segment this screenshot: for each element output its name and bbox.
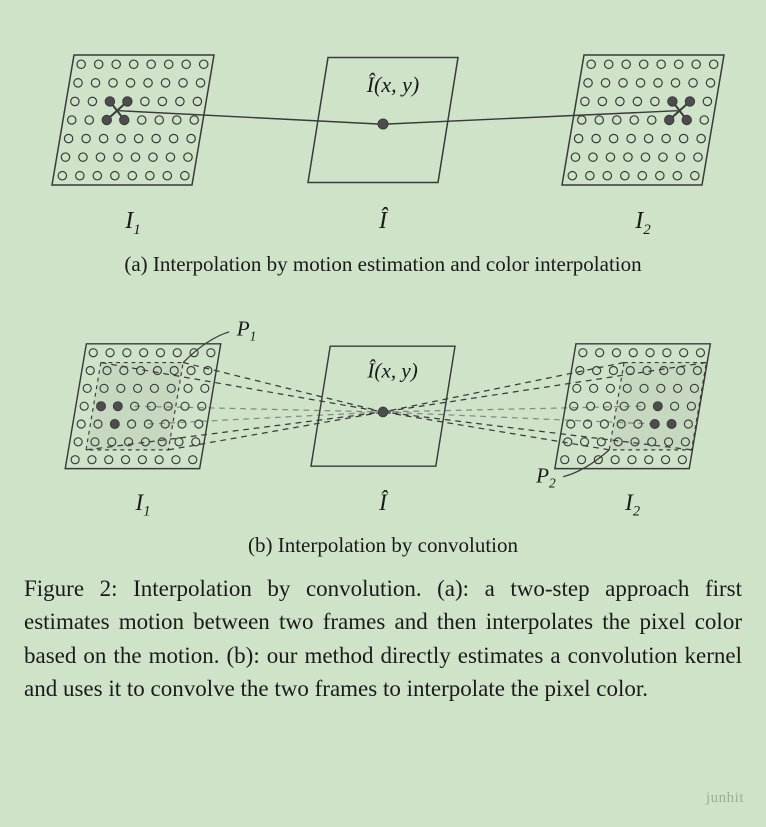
svg-text:Î(x, y): Î(x, y) (366, 358, 417, 382)
svg-text:P1: P1 (236, 317, 257, 344)
subfigure-b: Î(x, y) P1 P2 I1 Î I2 (b) Interpolation by co… (22, 291, 744, 558)
svg-text:Î: Î (378, 489, 389, 515)
svg-text:Î(x, y): Î(x, y) (366, 72, 420, 97)
watermark: junhit (706, 790, 744, 807)
subfigure-b-svg: Î(x, y) P1 P2 I1 Î I2 (23, 291, 743, 531)
svg-text:Î: Î (378, 208, 389, 234)
page: Î(x, y) I1 Î I2 (a) Interpolation by motion… (0, 0, 766, 827)
subcaption-b: (b) Interpolation by convolution (22, 533, 744, 558)
svg-text:I2: I2 (624, 489, 640, 520)
subcaption-a: (a) Interpolation by motion estimation a… (22, 252, 744, 277)
figure-caption: Figure 2: Interpolation by convolution. … (22, 572, 744, 705)
svg-text:I1: I1 (135, 489, 151, 520)
subfigure-a: Î(x, y) I1 Î I2 (a) Interpolation by motion… (22, 10, 744, 277)
svg-text:I2: I2 (634, 208, 651, 238)
figure-number: Figure 2: (24, 576, 118, 601)
svg-text:I1: I1 (124, 208, 141, 238)
svg-text:P2: P2 (535, 464, 556, 491)
figure-caption-text: Interpolation by convolution. (a): a two… (24, 576, 742, 701)
subfigure-a-svg: Î(x, y) I1 Î I2 (23, 10, 743, 250)
